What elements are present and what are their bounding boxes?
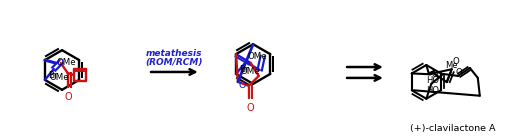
Text: O: O [246,103,254,113]
Text: O: O [456,68,462,77]
Text: (+)-clavilactone A: (+)-clavilactone A [410,124,496,133]
Text: OMe: OMe [240,67,260,76]
Text: O: O [453,57,459,66]
Text: O: O [65,92,73,102]
Text: OMe: OMe [57,58,76,67]
Text: O: O [57,59,64,68]
Text: O: O [239,81,246,90]
Text: HO: HO [426,86,439,95]
Text: Me: Me [445,61,458,70]
Text: O: O [432,70,439,79]
Text: OMe: OMe [49,73,69,82]
Text: Br: Br [48,71,57,80]
Text: HO: HO [426,76,439,85]
Text: metathesis: metathesis [146,49,203,58]
Text: Br: Br [239,66,248,75]
Text: OMe: OMe [248,52,267,61]
Text: (ROM/RCM): (ROM/RCM) [146,58,203,67]
